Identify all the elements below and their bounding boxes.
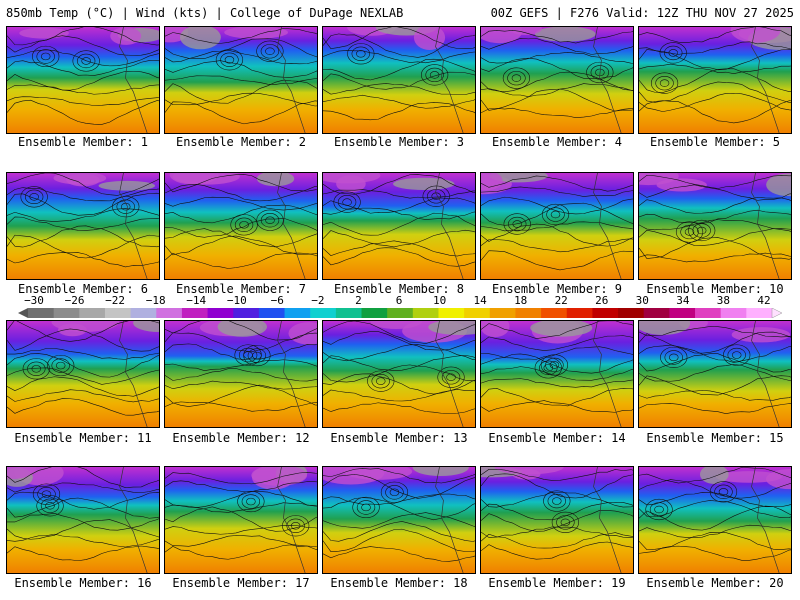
ensemble-member-label: Ensemble Member: 6 xyxy=(17,282,149,296)
colorbar-swatch xyxy=(618,308,645,318)
colorbar-tick-label: 10 xyxy=(432,294,447,307)
colorbar-tick-label: 22 xyxy=(554,294,568,307)
colorbar-tick-label: 34 xyxy=(676,294,690,307)
colorbar-swatch xyxy=(28,308,55,318)
colorbar-swatch xyxy=(181,308,209,318)
colorbar-tick-label: 6 xyxy=(395,294,403,307)
colorbar-swatch xyxy=(515,308,542,318)
colorbar-tick-label: 2 xyxy=(355,294,362,307)
temperature-colorbar xyxy=(18,308,782,318)
ensemble-member-label: Ensemble Member: 3 xyxy=(333,135,465,149)
colorbar-arrow-low xyxy=(18,308,28,318)
colorbar-swatch xyxy=(695,308,722,318)
ensemble-member-map xyxy=(322,172,476,280)
ensemble-member-label: Ensemble Member: 9 xyxy=(491,282,623,296)
ensemble-member-map xyxy=(322,26,476,134)
ensemble-member-label: Ensemble Member: 5 xyxy=(649,135,781,149)
colorbar-swatch xyxy=(541,308,568,318)
colorbar-tick-label: 14 xyxy=(473,294,487,307)
colorbar-swatch xyxy=(335,308,363,318)
colorbar-tick-label: −26 xyxy=(64,294,85,307)
colorbar-swatch xyxy=(592,308,619,318)
colorbar-swatch xyxy=(387,308,414,318)
ensemble-member-map xyxy=(480,172,634,280)
ensemble-member-map xyxy=(480,320,634,428)
colorbar-tick-label: 26 xyxy=(595,294,609,307)
ensemble-member-label: Ensemble Member: 1 xyxy=(17,135,149,149)
colorbar-swatch xyxy=(130,308,157,318)
colorbar-tick-label: −30 xyxy=(24,294,44,307)
ensemble-member-map xyxy=(322,320,476,428)
ensemble-member-label: Ensemble Member: 14 xyxy=(488,431,626,445)
ensemble-member-label: Ensemble Member: 19 xyxy=(488,576,626,590)
colorbar-swatch xyxy=(566,308,593,318)
ensemble-member-map xyxy=(6,26,160,134)
colorbar-swatch xyxy=(720,308,747,318)
map-title: 850mb Temp (°C) | Wind (kts) | College o… xyxy=(6,6,404,20)
colorbar-swatch xyxy=(156,308,183,318)
ensemble-member-map xyxy=(164,26,318,134)
colorbar-swatch xyxy=(258,308,286,318)
ensemble-member-label: Ensemble Member: 10 xyxy=(646,282,784,296)
ensemble-member-map xyxy=(480,26,634,134)
colorbar-swatch xyxy=(79,308,106,318)
ensemble-member-label: Ensemble Member: 4 xyxy=(491,135,623,149)
colorbar-swatch xyxy=(489,308,516,318)
colorbar-tick-label: −18 xyxy=(145,294,166,307)
colorbar-tick-label: −10 xyxy=(226,294,247,307)
ensemble-member-label: Ensemble Member: 16 xyxy=(14,576,152,590)
ensemble-member-map xyxy=(6,320,160,428)
run-valid-time: 00Z GEFS | F276 Valid: 12Z THU NOV 27 20… xyxy=(490,6,794,20)
colorbar-tick-label: 38 xyxy=(716,294,731,307)
ensemble-member-label: Ensemble Member: 7 xyxy=(175,282,307,296)
ensemble-member-map xyxy=(638,320,792,428)
colorbar-swatch xyxy=(310,308,337,318)
colorbar-labels: −30 −26 −22 −18 −14 −10 −6 −2 2 6 10 14 18 22 26 30 34 38… xyxy=(0,294,800,308)
colorbar-tick-label: −2 xyxy=(311,294,325,307)
colorbar-swatch xyxy=(669,308,696,318)
ensemble-member-label: Ensemble Member: 17 xyxy=(172,576,310,590)
colorbar-swatch xyxy=(643,308,670,318)
colorbar-tick-label: −6 xyxy=(270,294,284,307)
colorbar-arrow-high xyxy=(771,308,782,318)
ensemble-member-map xyxy=(638,26,792,134)
ensemble-member-map xyxy=(164,466,318,574)
ensemble-member-label: Ensemble Member: 18 xyxy=(330,576,468,590)
colorbar-swatch xyxy=(284,308,311,318)
colorbar-tick-label: 18 xyxy=(514,294,528,307)
colorbar-tick-label: −22 xyxy=(105,294,126,307)
colorbar-tick-label: −14 xyxy=(186,294,207,307)
colorbar-tick-label: 30 xyxy=(635,294,649,307)
colorbar-swatch xyxy=(53,308,80,318)
ensemble-member-map xyxy=(6,172,160,280)
ensemble-member-label: Ensemble Member: 20 xyxy=(646,576,784,590)
colorbar-swatch xyxy=(207,308,234,318)
ensemble-member-map xyxy=(322,466,476,574)
ensemble-member-label: Ensemble Member: 2 xyxy=(175,135,307,149)
ensemble-member-label: Ensemble Member: 8 xyxy=(333,282,465,296)
ensemble-member-label: Ensemble Member: 13 xyxy=(330,431,468,445)
colorbar-swatch xyxy=(412,308,439,318)
ensemble-member-map xyxy=(480,466,634,574)
colorbar-swatch xyxy=(233,308,260,318)
colorbar-tick-label: 42 xyxy=(757,294,771,307)
ensemble-member-map xyxy=(638,466,792,574)
ensemble-member-label: Ensemble Member: 15 xyxy=(646,431,784,445)
ensemble-member-label: Ensemble Member: 12 xyxy=(172,431,310,445)
colorbar-swatch xyxy=(104,308,132,318)
colorbar-swatch xyxy=(438,308,465,318)
ensemble-member-map xyxy=(638,172,792,280)
colorbar-swatch xyxy=(361,308,388,318)
ensemble-member-map xyxy=(6,466,160,574)
ensemble-member-label: Ensemble Member: 11 xyxy=(14,431,152,445)
colorbar-swatch xyxy=(746,308,773,318)
colorbar-swatch xyxy=(464,308,491,318)
ensemble-member-map xyxy=(164,320,318,428)
ensemble-member-map xyxy=(164,172,318,280)
